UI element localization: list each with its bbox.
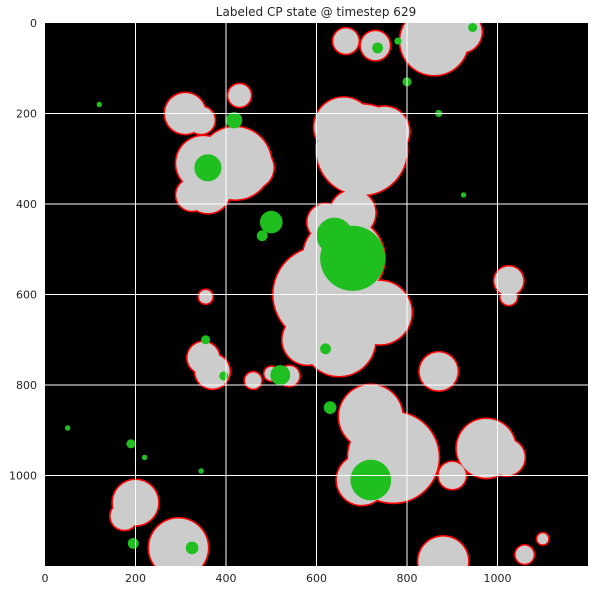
- chart-title: Labeled CP state @ timestep 629: [216, 5, 416, 19]
- region-blob: [187, 106, 215, 134]
- x-tick-label: 400: [216, 572, 237, 585]
- y-tick-label: 800: [16, 379, 37, 392]
- region-blob: [537, 533, 549, 545]
- region-blob: [110, 502, 138, 530]
- region-blob: [333, 28, 359, 54]
- y-tick-label: 400: [16, 198, 37, 211]
- label-patch: [201, 335, 211, 345]
- region-blob: [195, 354, 230, 389]
- region-blob: [359, 106, 410, 157]
- label-patch: [185, 541, 199, 555]
- y-tick-label: 200: [16, 108, 37, 121]
- label-patch: [96, 101, 103, 108]
- label-patch: [460, 192, 467, 198]
- label-patch: [468, 23, 478, 33]
- region-blob: [339, 385, 403, 449]
- label-patch: [372, 42, 384, 54]
- grid-layer: [45, 23, 588, 566]
- region-blob: [488, 439, 525, 476]
- label-patch: [126, 439, 136, 449]
- y-axis-ticks: 0 200 400 600 800 1000: [9, 17, 37, 483]
- label-patch: [270, 365, 291, 386]
- label-patch: [259, 210, 283, 234]
- region-blob: [314, 97, 374, 157]
- label-patch: [219, 371, 229, 381]
- x-axis-ticks: 0 200 400 600 800 1000: [42, 572, 512, 585]
- region-blob: [149, 518, 208, 566]
- x-tick-label: 200: [125, 572, 146, 585]
- region-blob: [418, 536, 469, 566]
- label-patch: [394, 37, 402, 45]
- y-tick-label: 0: [30, 17, 37, 30]
- label-patch: [323, 401, 337, 414]
- label-patch: [256, 230, 268, 242]
- plot-area: [45, 23, 588, 566]
- x-tick-label: 1000: [484, 572, 512, 585]
- x-tick-label: 800: [397, 572, 418, 585]
- label-layer: [64, 23, 478, 555]
- y-tick-label: 1000: [9, 470, 37, 483]
- region-blob: [232, 147, 274, 189]
- region-blob: [245, 372, 262, 389]
- x-tick-label: 0: [42, 572, 49, 585]
- region-blob: [419, 352, 458, 391]
- region-blob: [500, 288, 517, 305]
- label-patch: [350, 459, 392, 501]
- region-blob: [515, 545, 534, 564]
- label-patch: [194, 154, 222, 182]
- label-patch: [226, 112, 243, 129]
- region-blob: [282, 314, 333, 365]
- region-blob: [494, 266, 524, 296]
- label-patch: [141, 454, 148, 461]
- y-tick-label: 600: [16, 289, 37, 302]
- label-patch: [64, 425, 71, 431]
- label-patch: [320, 343, 331, 355]
- region-blob: [176, 179, 208, 211]
- label-patch: [316, 217, 353, 254]
- region-blob: [228, 84, 251, 107]
- label-patch: [198, 468, 204, 474]
- region-blob: [348, 280, 412, 345]
- label-patch: [127, 537, 139, 549]
- region-blob: [440, 23, 482, 53]
- region-blob: [198, 289, 213, 304]
- x-tick-label: 600: [306, 572, 327, 585]
